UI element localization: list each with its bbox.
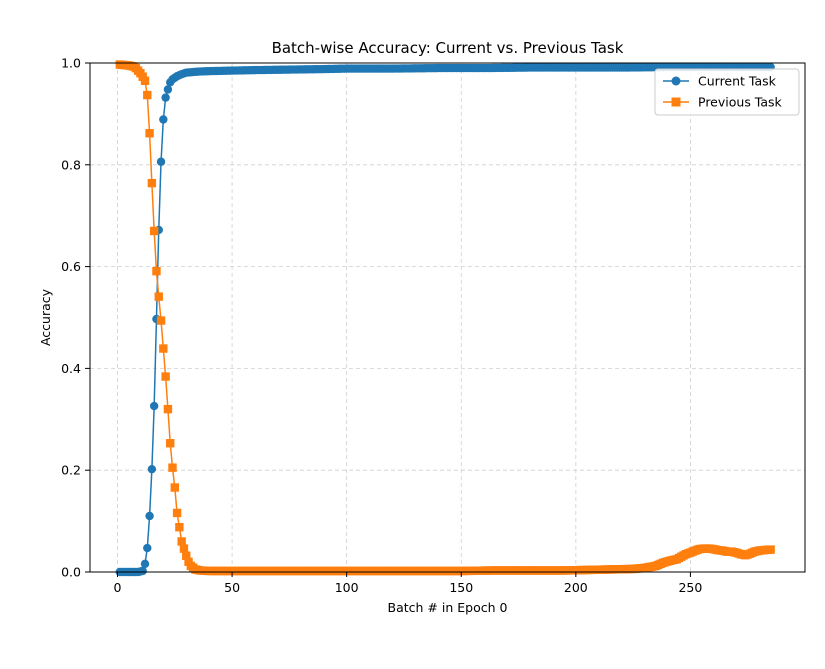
x-tick-label: 0 [114, 580, 122, 595]
data-point [161, 93, 170, 102]
data-point [766, 545, 775, 554]
legend-label-previous: Previous Task [698, 95, 783, 110]
y-tick-label: 0.4 [61, 361, 81, 376]
data-point [170, 483, 179, 492]
legend-marker-current [671, 76, 681, 86]
data-point [149, 401, 159, 411]
legend-box [654, 68, 800, 116]
series-line [119, 66, 771, 573]
x-tick-label: 250 [678, 580, 702, 595]
legend: Current Task Previous Task [654, 68, 800, 116]
plot-frame [89, 62, 806, 573]
x-tick-label: 150 [449, 580, 473, 595]
x-axis-ticks: 0 50 100 150 200 250 [114, 572, 702, 595]
data-point [149, 226, 159, 236]
data-point [147, 178, 157, 188]
series-current-task [115, 62, 775, 577]
data-point [166, 439, 175, 448]
data-point [152, 266, 161, 276]
x-axis-label: Batch # in Epoch 0 [388, 600, 508, 615]
y-axis-ticks: 0.0 0.2 0.4 0.6 0.8 1.0 [61, 56, 90, 580]
data-point [154, 292, 163, 301]
y-tick-label: 0.6 [61, 259, 81, 274]
data-point [177, 537, 186, 546]
data-point [175, 523, 184, 532]
series-layer [115, 60, 775, 577]
data-point [156, 157, 166, 166]
data-point [140, 76, 150, 86]
x-tick-label: 100 [335, 580, 359, 595]
data-point [163, 404, 173, 414]
legend-marker-previous [671, 97, 681, 107]
data-point [138, 566, 147, 576]
series-line [119, 63, 771, 572]
chart-title: Batch-wise Accuracy: Current vs. Previou… [272, 39, 624, 57]
series-previous-task [115, 60, 775, 576]
data-point [147, 464, 157, 474]
data-point [143, 543, 152, 553]
data-point [156, 316, 166, 325]
y-axis-label: Accuracy [38, 288, 53, 346]
x-tick-label: 50 [224, 580, 240, 595]
data-point [163, 85, 173, 94]
y-tick-label: 0.8 [61, 157, 81, 172]
y-tick-label: 0.2 [61, 463, 81, 478]
data-point [179, 544, 189, 553]
legend-label-current: Current Task [698, 74, 777, 89]
data-point [159, 344, 168, 353]
data-point [161, 372, 170, 381]
data-point [182, 551, 191, 560]
data-point [159, 115, 168, 124]
data-point [168, 463, 177, 472]
y-tick-label: 0.0 [61, 565, 81, 580]
data-point [140, 559, 150, 569]
data-point [145, 129, 154, 138]
data-point [172, 508, 182, 518]
x-tick-label: 200 [564, 580, 588, 595]
y-tick-label: 1.0 [61, 56, 81, 71]
grid [90, 62, 805, 573]
data-point [145, 511, 154, 521]
data-point [143, 90, 152, 100]
